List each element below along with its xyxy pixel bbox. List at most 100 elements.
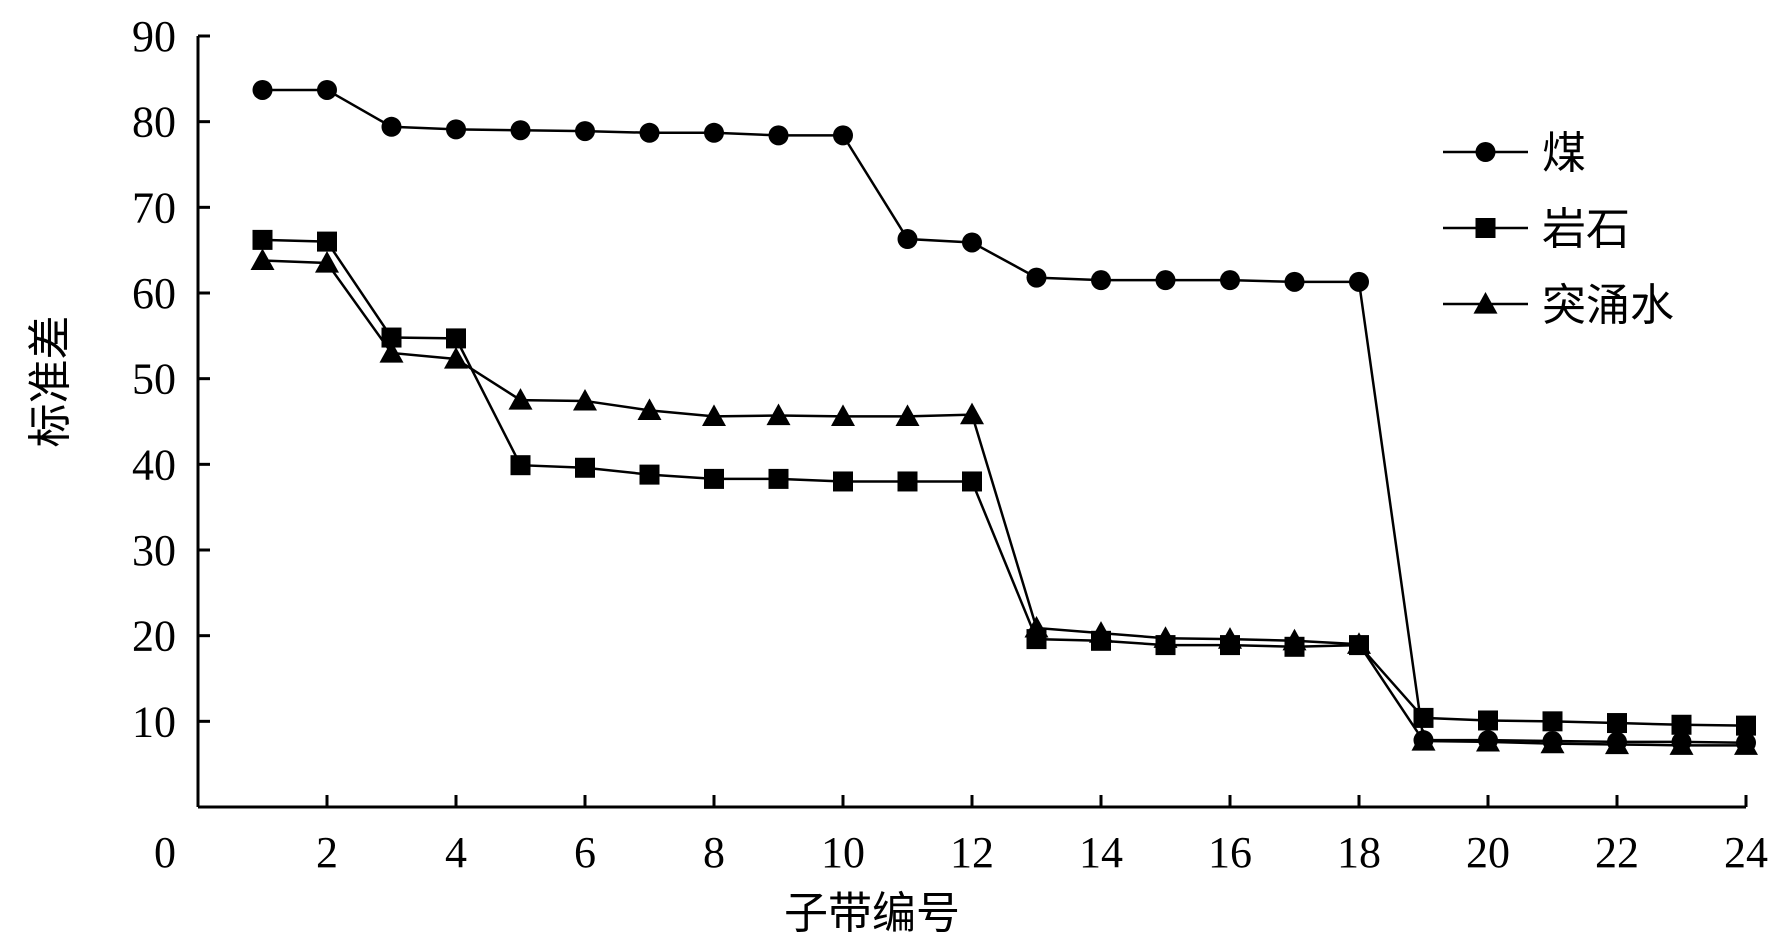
data-point (1607, 713, 1627, 734)
x-tick-label: 20 (1466, 828, 1510, 877)
data-point (252, 79, 273, 100)
y-axis-title: 标准差 (25, 316, 76, 448)
x-tick-label: 6 (574, 828, 596, 877)
data-point (768, 468, 789, 489)
legend-label: 岩石 (1542, 204, 1630, 255)
legend-marker (1473, 292, 1498, 314)
data-point (639, 122, 660, 143)
data-point (315, 251, 339, 273)
y-tick-label: 10 (132, 697, 176, 746)
data-point (637, 398, 662, 420)
x-tick-label: 18 (1337, 828, 1381, 877)
data-point (1284, 271, 1305, 292)
y-tick-label: 30 (132, 526, 176, 575)
data-point (573, 388, 597, 411)
data-point (1413, 707, 1434, 728)
legend-item: 岩石 (1443, 204, 1630, 255)
data-point (1089, 621, 1113, 643)
data-point (1671, 714, 1692, 735)
x-tick-label: 2 (316, 828, 338, 877)
y-tick-label: 60 (132, 269, 176, 318)
data-point (1478, 710, 1498, 731)
y-tick-label: 40 (132, 440, 176, 489)
series-square (252, 229, 1756, 736)
data-point (1218, 627, 1242, 649)
legend-marker (1475, 218, 1496, 238)
x-axis-title: 子带编号 (784, 888, 960, 939)
data-point (704, 468, 724, 489)
x-tick-label: 0 (154, 828, 176, 877)
data-point (1220, 270, 1240, 291)
data-point (1347, 632, 1371, 654)
series-line (262, 88, 1747, 744)
x-tick-label: 10 (821, 828, 865, 877)
data-point (1411, 729, 1436, 751)
data-point (1669, 733, 1694, 755)
data-point (510, 120, 531, 141)
data-point (895, 404, 920, 426)
data-point (381, 327, 402, 348)
data-point (833, 125, 853, 146)
data-point (639, 464, 660, 485)
data-point (575, 457, 595, 478)
data-point (575, 121, 595, 142)
data-point (962, 232, 982, 253)
data-point (1540, 731, 1565, 754)
data-point (897, 471, 918, 492)
data-point (766, 403, 791, 426)
data-point (1155, 270, 1176, 291)
data-point (962, 471, 982, 492)
x-tick-label: 14 (1079, 828, 1123, 877)
data-point (897, 229, 918, 250)
y-tick-label: 80 (132, 98, 176, 147)
x-tick-label: 8 (703, 828, 725, 877)
data-point (833, 471, 853, 492)
x-tick-label: 16 (1208, 828, 1252, 877)
data-point (1605, 732, 1629, 755)
series-triangle (250, 248, 1758, 755)
data-point (1476, 729, 1500, 752)
data-point (444, 346, 468, 369)
y-tick-label: 70 (132, 183, 176, 232)
legend-label: 煤 (1542, 128, 1586, 179)
data-point (702, 404, 726, 426)
x-tick-label: 12 (950, 828, 994, 877)
series-circle (252, 79, 1756, 753)
data-point (508, 388, 533, 410)
data-point (252, 229, 273, 250)
data-point (1542, 711, 1563, 732)
data-point (381, 116, 402, 137)
plot-area (250, 79, 1758, 755)
data-point (1734, 733, 1758, 755)
data-point (704, 122, 724, 143)
data-point (317, 79, 337, 100)
x-tick-label: 24 (1724, 828, 1768, 877)
y-tick-label: 20 (132, 612, 176, 661)
data-point (1349, 271, 1369, 292)
data-point (250, 248, 275, 271)
data-point (1024, 615, 1049, 638)
data-point (960, 402, 984, 425)
data-point (379, 340, 404, 363)
data-point (1282, 628, 1307, 651)
y-tick-label: 50 (132, 355, 176, 404)
data-point (446, 328, 466, 349)
x-tick-label: 4 (445, 828, 467, 877)
data-point (831, 404, 855, 426)
data-point (1153, 626, 1178, 648)
legend-marker (1475, 142, 1496, 162)
legend-item: 煤 (1443, 128, 1586, 179)
data-point (317, 231, 337, 252)
data-point (1736, 715, 1756, 736)
data-point (510, 455, 531, 476)
y-tick-label: 90 (132, 12, 176, 61)
x-tick-label: 22 (1595, 828, 1639, 877)
series-line (262, 259, 1746, 747)
series-line (262, 238, 1747, 727)
legend-label: 突涌水 (1542, 280, 1674, 331)
data-point (768, 125, 789, 146)
